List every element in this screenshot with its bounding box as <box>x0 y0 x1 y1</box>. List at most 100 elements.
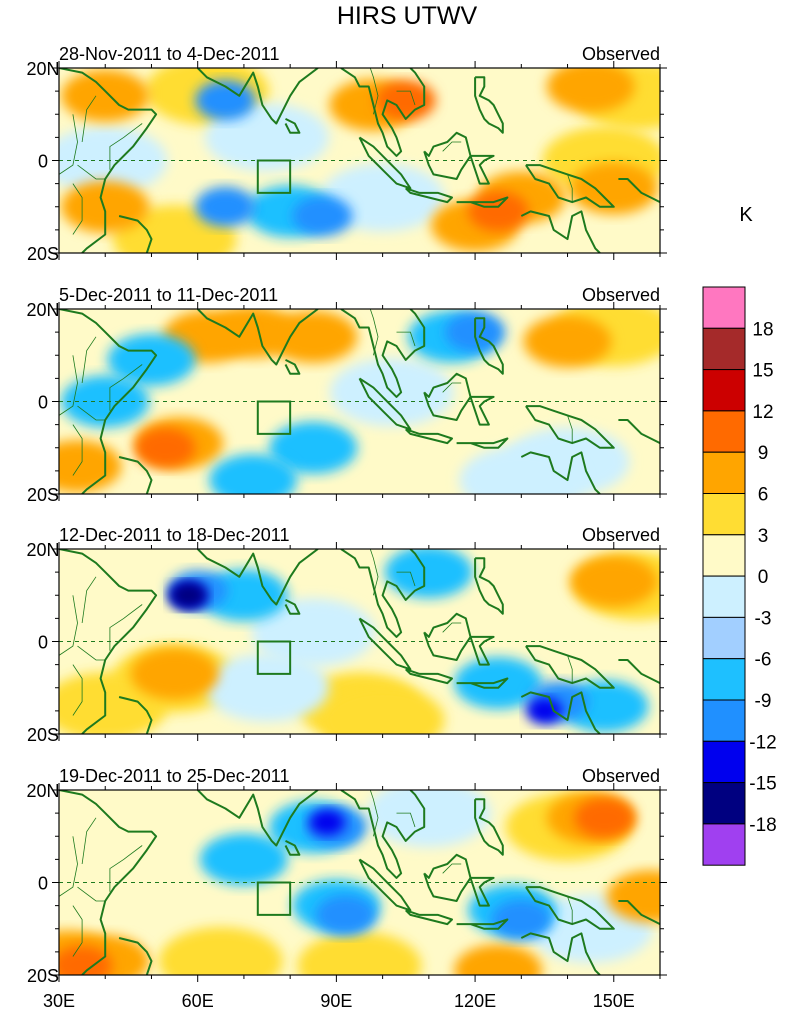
country-border <box>72 183 83 235</box>
country-border <box>369 309 379 356</box>
reference-box <box>256 400 292 435</box>
y-tick-label: 20S <box>27 966 59 986</box>
coastlines <box>59 309 660 494</box>
country-border <box>109 123 143 170</box>
coastlines <box>59 790 660 975</box>
anomaly-cell <box>384 549 473 599</box>
x-tick-label: 90E <box>320 991 352 1011</box>
y-tick-label: 0 <box>38 152 48 172</box>
coastline <box>405 428 453 445</box>
anomaly-cell <box>523 315 612 368</box>
coastline <box>405 909 453 926</box>
x-tick-label: 120E <box>454 991 496 1011</box>
y-tick-label: 20N <box>26 59 59 79</box>
country-border <box>72 664 83 716</box>
country-border <box>567 174 573 203</box>
anomaly-cell <box>107 333 196 386</box>
anomaly-cell <box>59 126 168 195</box>
anomaly-cell <box>309 809 346 836</box>
anomaly-cell <box>526 697 563 724</box>
anomaly-cell <box>569 555 658 608</box>
reference-box <box>256 881 292 916</box>
colorbar-label: -12 <box>749 732 776 753</box>
anomaly-cell <box>320 686 445 734</box>
coastline <box>520 210 601 253</box>
coastline <box>196 790 319 847</box>
colorbar-swatch <box>702 616 746 660</box>
colorbar-swatch <box>702 740 746 784</box>
coastline <box>469 395 495 426</box>
colorbar-label: 3 <box>758 526 769 547</box>
anomaly-cell <box>135 427 196 468</box>
coastline <box>520 451 601 494</box>
coastline <box>618 178 660 203</box>
anomaly-cell <box>375 80 436 121</box>
coastline <box>618 419 660 444</box>
country-border <box>396 812 416 828</box>
country-border <box>72 424 83 476</box>
anomaly-cell <box>209 454 298 494</box>
country-border <box>81 576 97 624</box>
country-border <box>77 405 106 421</box>
coastline <box>456 196 509 208</box>
panel-observed-label: Observed <box>582 766 660 786</box>
country-border <box>77 886 106 902</box>
anomaly-cell <box>205 103 329 172</box>
coastline <box>118 937 153 975</box>
anomaly-cell <box>468 191 529 232</box>
colorbar-swatch <box>702 369 746 412</box>
country-border <box>109 604 143 651</box>
anomaly-cell <box>269 310 358 363</box>
coastline <box>59 790 158 975</box>
y-tick-label: 20S <box>27 244 59 264</box>
anomaly-cell <box>546 68 635 113</box>
anomaly-cell <box>297 931 422 975</box>
country-border <box>567 896 573 925</box>
coastline <box>423 372 472 421</box>
reference-box <box>256 159 292 194</box>
colorbar-swatch <box>702 327 746 371</box>
country-border <box>369 790 379 837</box>
colorbar-label: -15 <box>749 774 776 795</box>
y-tick-label: 20S <box>27 725 59 745</box>
coastline <box>284 359 301 375</box>
anomaly-cell <box>459 446 584 494</box>
coastline <box>474 317 504 375</box>
colorbar-label: 12 <box>752 402 773 423</box>
coastline <box>423 131 472 180</box>
country-border <box>442 622 462 633</box>
coastline <box>118 456 153 494</box>
coastline <box>196 68 319 125</box>
coastline <box>525 886 615 930</box>
colorbar-label: -18 <box>749 815 776 836</box>
anomaly-cell <box>606 870 660 923</box>
anomaly-cell <box>61 180 150 233</box>
anomaly-cell <box>454 657 543 710</box>
colorbar-label: 18 <box>752 319 773 340</box>
anomaly-cell <box>574 797 635 838</box>
panel-4: 20N 0 20S 19-Dec-2011 to 25-Dec-2011 Observe… <box>26 766 667 986</box>
coastline <box>284 840 301 856</box>
anomaly-cell <box>195 80 256 121</box>
coastline <box>423 612 472 661</box>
country-border <box>109 364 143 411</box>
colorbar-unit-label: K <box>739 204 753 226</box>
colorbar-label: 9 <box>758 443 769 464</box>
country-border <box>81 817 97 865</box>
colorbar-swatch <box>702 451 746 495</box>
y-tick-label: 20N <box>26 300 59 320</box>
coastline <box>59 309 158 494</box>
colorbar-label: 15 <box>752 361 773 382</box>
panel-date-range: 12-Dec-2011 to 18-Dec-2011 <box>59 525 289 545</box>
anomaly-cell <box>130 647 219 700</box>
coastline <box>340 549 426 638</box>
colorbar-swatch <box>702 410 746 453</box>
anomaly-cell <box>251 598 376 667</box>
country-border <box>442 863 462 874</box>
anomaly-cell <box>61 375 150 428</box>
coastline <box>456 677 509 689</box>
panel-observed-label: Observed <box>582 525 660 545</box>
panel-1: 20N 0 20S 28-Nov-2011 to 4-Dec-2011 Observed <box>26 44 667 264</box>
country-border <box>77 645 106 661</box>
anomaly-cell <box>158 927 283 975</box>
